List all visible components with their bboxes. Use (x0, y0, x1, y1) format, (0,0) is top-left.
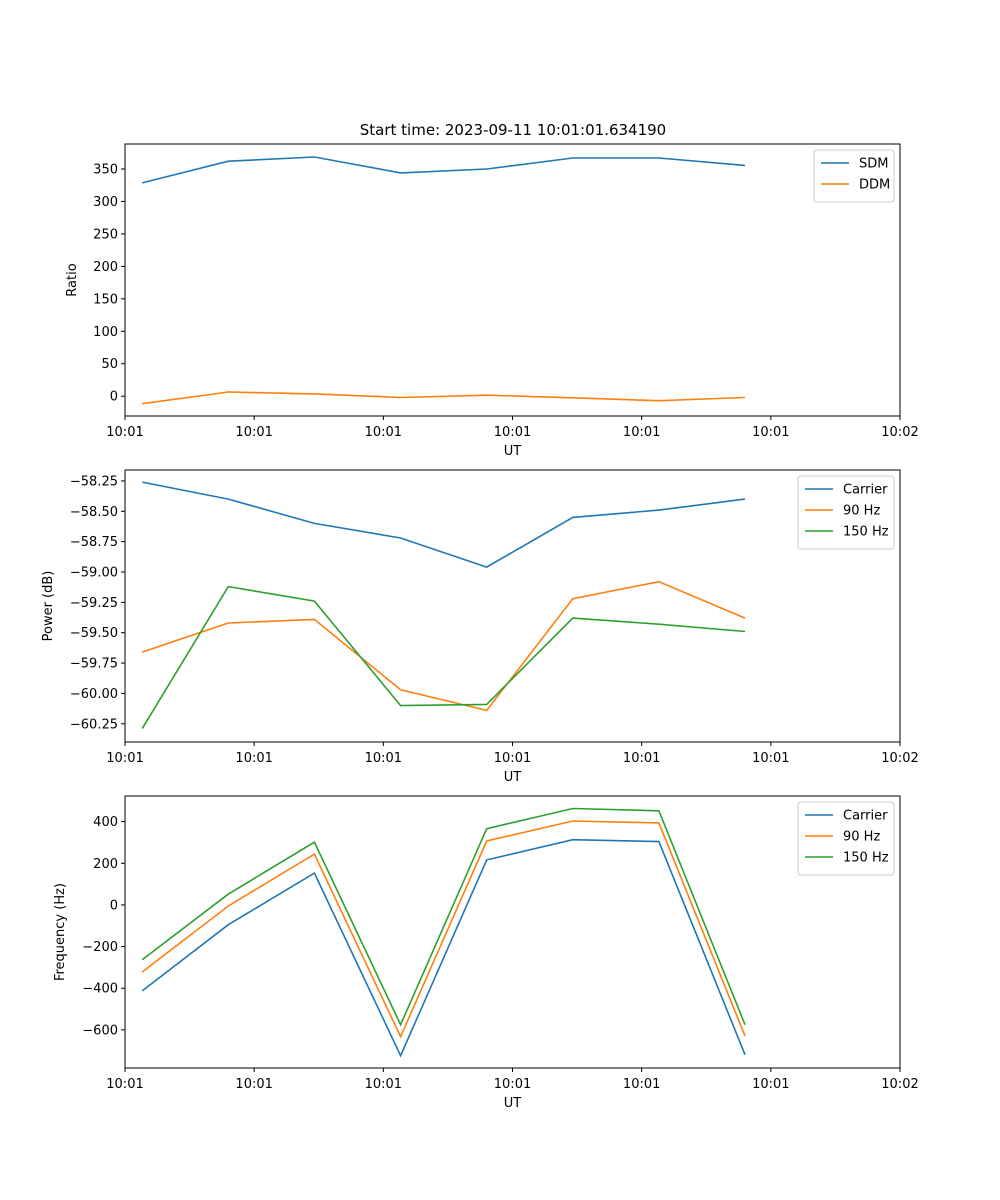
y-axis-label: Ratio (65, 263, 80, 296)
y-tick-label: 100 (93, 325, 118, 340)
legend: Carrier 90 Hz 150 Hz (797, 475, 895, 550)
y-tick-label: −200 (82, 940, 118, 955)
x-axis-label: UT (504, 444, 522, 459)
y-tick-label: −60.00 (70, 687, 118, 702)
y-tick-label: 200 (93, 857, 118, 872)
x-tick-label: 10:01 (623, 425, 660, 440)
x-tick-label: 10:01 (365, 751, 402, 766)
y-axis-label: Power (dB) (41, 571, 56, 642)
series-line-sdm (142, 156, 746, 184)
x-tick-label: 10:01 (235, 751, 272, 766)
x-tick-label: 10:01 (752, 1077, 789, 1092)
y-tick-label: −60.25 (70, 717, 118, 732)
legend-label: DDM (859, 178, 890, 193)
series-line-ddm (142, 391, 746, 405)
x-tick-label: 10:01 (365, 425, 402, 440)
x-axis-label: UT (504, 770, 522, 785)
y-tick-label: 250 (93, 227, 118, 242)
y-tick-label: 350 (93, 162, 118, 177)
y-tick-label: −59.00 (70, 566, 118, 581)
y-tick-label: −58.25 (70, 474, 118, 489)
x-tick-label: 10:01 (494, 751, 531, 766)
y-tick-label: −58.50 (70, 505, 118, 520)
y-tick-label: 400 (93, 815, 118, 830)
y-tick-label: −59.25 (70, 596, 118, 611)
series-line-90-hz (141, 820, 746, 1039)
y-axis-label: Frequency (Hz) (53, 883, 68, 981)
series-line-90-hz (141, 580, 746, 712)
legend-label: Carrier (843, 809, 888, 824)
y-tick-label: 150 (93, 292, 118, 307)
y-tick-label: 0 (110, 390, 118, 405)
x-tick-label: 10:01 (752, 425, 789, 440)
legend-label: Carrier (843, 483, 888, 498)
y-tick-label: 200 (93, 260, 118, 275)
series-line-carrier (141, 838, 746, 1058)
x-tick-label: 10:01 (365, 1077, 402, 1092)
y-tick-label: 50 (101, 357, 118, 372)
y-tick-label: −59.75 (70, 657, 118, 672)
x-tick-label: 10:01 (106, 425, 143, 440)
x-tick-label: 10:01 (494, 425, 531, 440)
legend-label: 90 Hz (843, 504, 880, 519)
x-tick-label: 10:02 (881, 1077, 918, 1092)
x-tick-label: 10:02 (881, 751, 918, 766)
series-line-150-hz (141, 585, 746, 730)
x-tick-label: 10:02 (881, 425, 918, 440)
axes-frame (124, 469, 901, 743)
x-tick-label: 10:01 (494, 1077, 531, 1092)
legend-label: SDM (859, 157, 888, 172)
x-tick-label: 10:01 (752, 751, 789, 766)
y-tick-label: 300 (93, 195, 118, 210)
x-tick-label: 10:01 (106, 1077, 143, 1092)
figure-title: Start time: 2023-09-11 10:01:01.634190 (360, 121, 666, 139)
x-axis-label: UT (504, 1096, 522, 1111)
legend: Carrier 90 Hz 150 Hz (797, 801, 895, 876)
panel-2: 10:01 10:01 10:01 10:01 10:01 10:01 10:02 −60.2… (41, 469, 919, 785)
legend-label: 150 Hz (843, 851, 889, 866)
panels: 10:01 10:01 10:01 10:01 10:01 10:01 10:02 0 50 10… (41, 143, 919, 1111)
x-tick-label: 10:01 (235, 425, 272, 440)
x-tick-label: 10:01 (623, 1077, 660, 1092)
series-line-150-hz (141, 807, 746, 1027)
x-tick-label: 10:01 (235, 1077, 272, 1092)
legend-label: 150 Hz (843, 525, 889, 540)
panel-1: 10:01 10:01 10:01 10:01 10:01 10:01 10:02 0 50 10… (65, 143, 919, 459)
x-tick-label: 10:01 (106, 751, 143, 766)
y-tick-label: −600 (82, 1023, 118, 1038)
y-tick-label: −400 (82, 982, 118, 997)
axes-frame (124, 143, 901, 417)
y-tick-label: −58.75 (70, 535, 118, 550)
legend-label: 90 Hz (843, 830, 880, 845)
x-tick-label: 10:01 (623, 751, 660, 766)
series-line-carrier (142, 481, 746, 568)
axes-frame (124, 795, 901, 1069)
y-tick-label: 0 (110, 898, 118, 913)
panel-3: 10:01 10:01 10:01 10:01 10:01 10:01 10:02 −600 −… (53, 795, 919, 1111)
legend: SDM DDM (813, 149, 895, 203)
y-tick-label: −59.50 (70, 626, 118, 641)
